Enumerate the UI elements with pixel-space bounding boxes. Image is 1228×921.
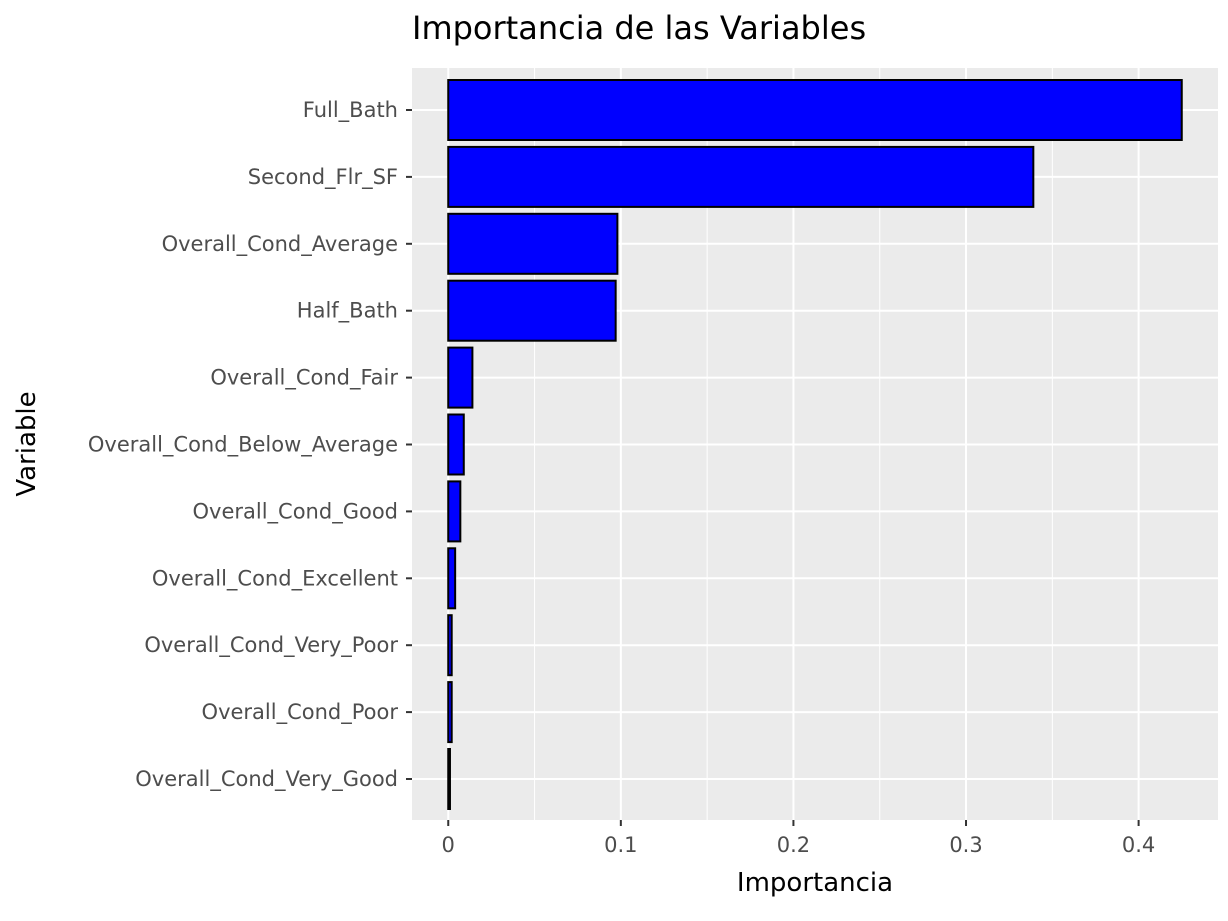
bar-Overall_Cond_Below_Average: [447, 413, 465, 476]
y-axis-title: Variable: [12, 391, 42, 496]
bar-Full_Bath: [447, 79, 1183, 141]
x-tick-label: 0.2: [777, 833, 810, 857]
bar-Second_Flr_SF: [447, 145, 1035, 208]
bar-Overall_Cond_Good: [447, 480, 462, 543]
x-tick-label: 0: [442, 833, 455, 857]
x-tick-label: 0.4: [1122, 833, 1155, 857]
y-tick-label: Overall_Cond_Average: [162, 232, 398, 257]
y-axis-ticks: Full_Bath Second_Flr_SF Overall_Cond_Avera…: [88, 98, 412, 792]
y-tick-label: Overall_Cond_Very_Poor: [144, 633, 398, 658]
y-tick-label: Second_Flr_SF: [248, 165, 398, 190]
y-tick-label: Overall_Cond_Good: [193, 499, 399, 524]
y-tick-label: Overall_Cond_Very_Good: [135, 767, 398, 792]
bar-Overall_Cond_Poor: [447, 681, 453, 744]
bar-Overall_Cond_Average: [447, 212, 619, 275]
y-tick-label: Overall_Cond_Below_Average: [88, 433, 398, 458]
bar-Overall_Cond_Very_Good: [447, 748, 451, 810]
bar-Overall_Cond_Excellent: [447, 547, 457, 610]
x-axis-ticks: 0 0.1 0.2 0.3 0.4: [442, 820, 1155, 857]
y-tick-label: Overall_Cond_Fair: [210, 366, 398, 391]
x-tick-label: 0.3: [949, 833, 982, 857]
bar-Overall_Cond_Fair: [447, 346, 474, 409]
chart-title: Importancia de las Variables: [412, 9, 866, 47]
bar-Overall_Cond_Very_Poor: [447, 614, 453, 677]
x-axis-title: Importancia: [737, 868, 893, 898]
y-tick-label: Half_Bath: [297, 299, 398, 324]
y-tick-label: Overall_Cond_Excellent: [152, 566, 398, 591]
y-tick-label: Overall_Cond_Poor: [202, 700, 399, 725]
x-tick-label: 0.1: [604, 833, 637, 857]
bars: [447, 79, 1183, 810]
bar-Half_Bath: [447, 279, 617, 342]
y-tick-label: Full_Bath: [303, 98, 398, 123]
